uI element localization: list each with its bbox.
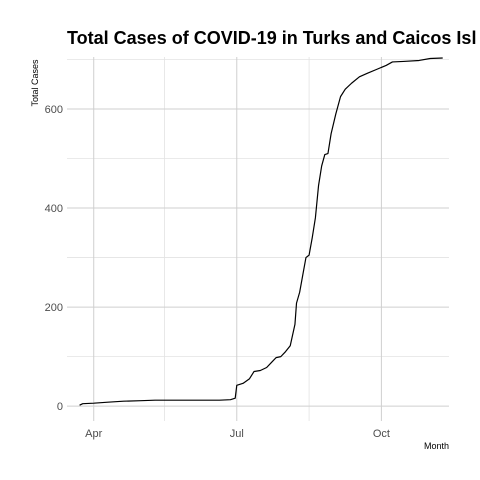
series-layer (79, 57, 443, 406)
chart-title: Total Cases of COVID-19 in Turks and Cai… (67, 28, 476, 48)
x-tick-label: Oct (373, 428, 390, 440)
grid (67, 57, 449, 421)
y-tick-label: 200 (45, 302, 63, 314)
x-tick-label: Apr (85, 428, 102, 440)
y-tick-label: 400 (45, 203, 63, 215)
y-tick-label: 600 (45, 104, 63, 116)
series-line-total-cases (79, 57, 443, 406)
x-tick-label: Jul (230, 428, 244, 440)
y-axis-label: Total Cases (30, 59, 40, 107)
y-axis-ticks: 0 200 400 600 (45, 104, 63, 413)
x-axis-ticks: Apr Jul Oct (85, 428, 390, 440)
y-tick-label: 0 (57, 401, 63, 413)
x-axis-label: Month (424, 441, 449, 451)
